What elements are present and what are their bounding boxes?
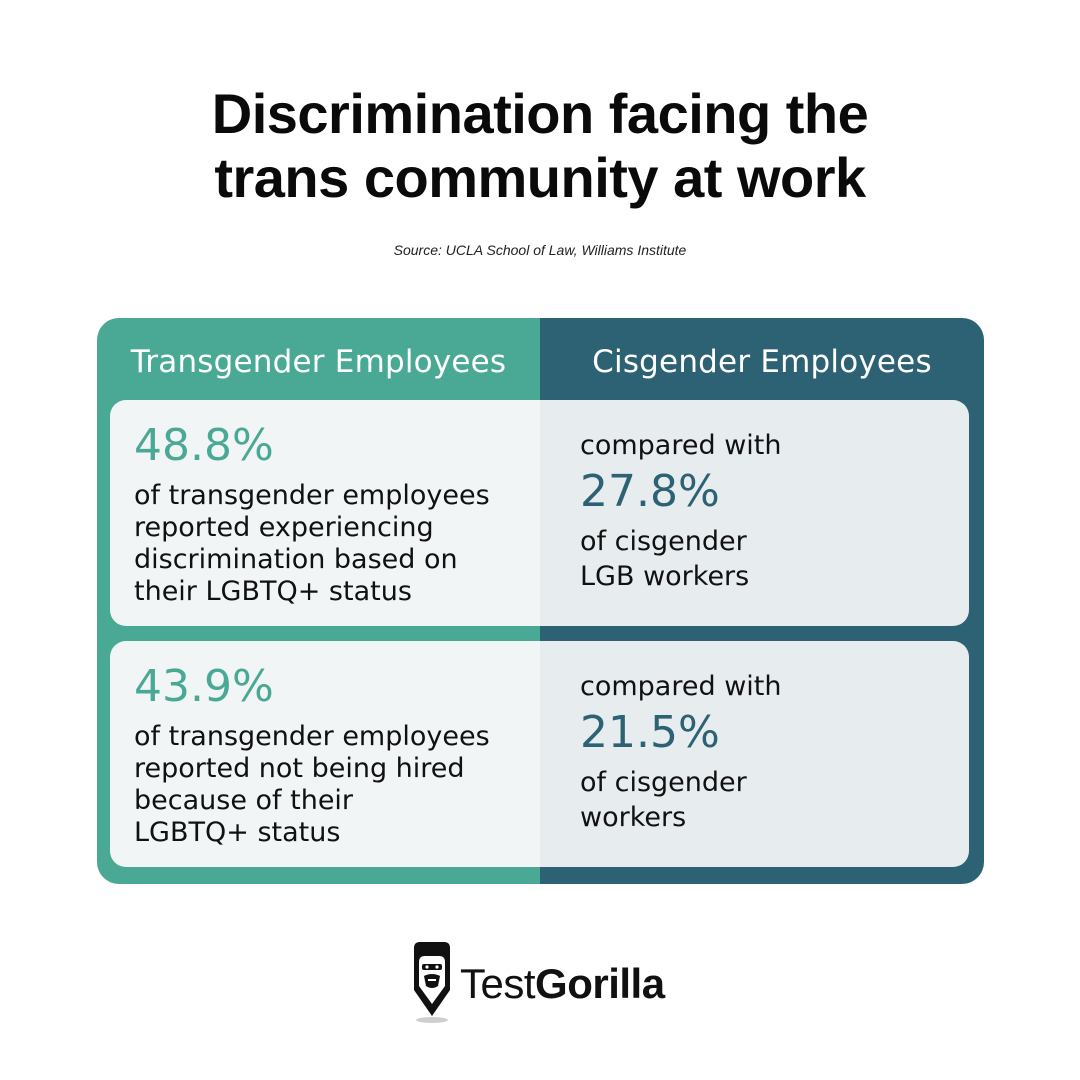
logo-wordmark: TestGorilla: [460, 960, 665, 1007]
page-title: Discrimination facing the trans communit…: [0, 82, 1080, 210]
cis-description: of cisgender LGB workers: [580, 526, 750, 592]
compared-with-label: compared with: [580, 671, 782, 702]
title-line-1: Discrimination facing the: [211, 82, 869, 145]
gorilla-pencil-icon: [414, 942, 450, 1023]
cis-description: of cisgender workers: [580, 767, 747, 833]
trans-description: of transgender employees reported not be…: [134, 721, 490, 848]
comparison-row-1: 48.8% of transgender employees reported …: [110, 400, 969, 626]
comparison-table: Transgender Employees Cisgender Employee…: [97, 318, 984, 884]
title-line-2: trans community at work: [214, 146, 866, 209]
cis-stat: 27.8%: [580, 466, 720, 517]
trans-stat: 48.8%: [134, 420, 274, 471]
trans-stat: 43.9%: [134, 661, 274, 712]
comparison-row-2: 43.9% of transgender employees reported …: [110, 641, 969, 867]
transgender-header: Transgender Employees: [130, 344, 507, 380]
cis-stat: 21.5%: [580, 707, 720, 758]
cisgender-header: Cisgender Employees: [592, 344, 932, 380]
trans-description: of transgender employees reported experi…: [134, 480, 490, 607]
compared-with-label: compared with: [580, 430, 782, 461]
source-note: Source: UCLA School of Law, Williams Ins…: [393, 242, 687, 258]
testgorilla-logo: TestGorilla: [410, 940, 690, 1024]
